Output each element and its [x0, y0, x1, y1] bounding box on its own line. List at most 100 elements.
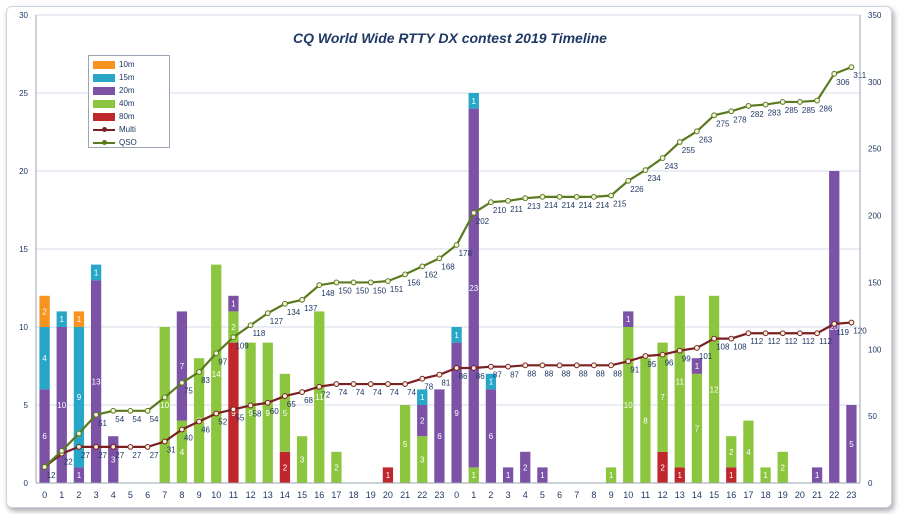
bar-value-label: 11: [676, 378, 685, 387]
point-QSO: [676, 139, 683, 145]
point-QSO: [488, 199, 494, 206]
point-label-QSO: 282: [750, 110, 764, 119]
point-Multi: [316, 383, 323, 390]
point-label-Multi: 52: [218, 417, 227, 426]
point-label-QSO: 214: [562, 201, 576, 210]
bar-value-label: 13: [92, 378, 101, 387]
bar-15m-segment: [39, 327, 50, 390]
point-Multi: [333, 381, 340, 387]
bar-20m-segment: [39, 389, 50, 483]
point-label-QSO: 150: [373, 286, 387, 295]
point-label-QSO: 285: [802, 106, 816, 115]
point-label-Multi: 87: [510, 371, 519, 380]
point-QSO: [659, 155, 666, 161]
legend-swatch: [93, 126, 115, 134]
point-label-Multi: 31: [167, 446, 176, 455]
point-QSO: [93, 411, 99, 418]
x-tick-label: 3: [94, 490, 99, 500]
bar-value-label: 1: [77, 471, 82, 480]
point-label-QSO: 137: [304, 304, 318, 313]
point-label-QSO: 202: [476, 217, 490, 226]
x-tick-label: 4: [523, 490, 528, 500]
bar-80m-segment: [279, 451, 291, 483]
x-tick-label: 22: [829, 490, 839, 500]
point-label-QSO: 263: [699, 135, 713, 144]
point-Multi: [247, 402, 254, 409]
point-label-QSO: 214: [544, 201, 558, 210]
point-label-QSO: 285: [785, 106, 799, 115]
point-label-QSO: 213: [527, 202, 541, 211]
point-label-Multi: 46: [201, 425, 210, 434]
point-Multi: [659, 351, 666, 358]
bar-40m-segment: [605, 467, 617, 483]
bar-40m-segment: [708, 295, 720, 483]
bar-value-label: 1: [454, 331, 459, 340]
chart-title: CQ World Wide RTTY DX contest 2019 Timel…: [293, 30, 607, 46]
y-right-tick-label: 0: [868, 479, 873, 488]
bar-15m-segment: [56, 311, 67, 327]
point-Multi: [814, 330, 820, 337]
point-Multi: [350, 381, 357, 387]
bar-20m-segment: [537, 467, 548, 483]
bar-value-label: 3: [300, 456, 305, 465]
point-QSO: [539, 193, 546, 200]
point-label-QSO: 215: [613, 200, 627, 209]
x-tick-label: 13: [263, 490, 273, 500]
bar-20m-segment: [90, 280, 102, 483]
point-Multi: [453, 365, 460, 371]
bar-value-label: 2: [42, 307, 47, 316]
bar-value-label: 4: [180, 448, 185, 457]
point-label-Multi: 78: [424, 383, 433, 392]
point-QSO: [58, 448, 65, 454]
legend-item: 80m: [93, 110, 165, 123]
point-label-Multi: 112: [768, 337, 781, 346]
point-QSO: [127, 407, 134, 414]
point-label-Multi: 88: [596, 369, 605, 378]
point-QSO: [608, 192, 614, 199]
point-Multi: [779, 330, 786, 337]
point-label-Multi: 81: [441, 379, 450, 388]
point-Multi: [488, 363, 494, 370]
bar-20m-segment: [451, 342, 462, 483]
point-label-Multi: 68: [304, 396, 313, 405]
point-QSO: [367, 279, 374, 286]
point-label-QSO: 51: [98, 419, 107, 428]
point-QSO: [436, 255, 443, 262]
point-label-Multi: 88: [613, 369, 622, 378]
point-Multi: [642, 353, 649, 359]
bar-value-label: 1: [678, 471, 683, 480]
x-tick-label: 23: [434, 490, 444, 500]
bar-20m-segment: [176, 311, 188, 421]
bar-10m-segment: [73, 311, 85, 327]
bar-80m-segment: [657, 451, 668, 483]
point-QSO: [230, 334, 237, 341]
legend-item: 10m: [93, 58, 165, 71]
point-label-Multi: 27: [150, 451, 159, 460]
point-Multi: [556, 362, 563, 369]
point-Multi: [676, 347, 683, 354]
point-label-QSO: 275: [716, 119, 730, 128]
point-label-QSO: 118: [253, 329, 266, 338]
point-Multi: [625, 358, 632, 365]
point-label-Multi: 74: [407, 388, 416, 397]
x-tick-label: 7: [574, 490, 579, 500]
bar-value-label: 7: [660, 393, 665, 402]
bar-value-label: 3: [111, 456, 116, 465]
point-Multi: [522, 362, 529, 369]
legend-item: 20m: [93, 84, 165, 97]
bar-value-label: 1: [695, 362, 700, 371]
x-tick-label: 8: [179, 490, 184, 500]
point-label-QSO: 226: [630, 185, 644, 194]
point-label-Multi: 58: [253, 409, 262, 418]
point-Multi: [93, 443, 99, 450]
point-label-QSO: 54: [115, 415, 124, 424]
bar-20m-segment: [417, 405, 428, 437]
point-label-QSO: 278: [733, 115, 747, 124]
x-tick-label: 19: [366, 490, 376, 500]
bar-20m-segment: [108, 436, 119, 483]
point-label-Multi: 60: [270, 407, 279, 416]
bar-value-label: 6: [489, 432, 494, 441]
x-tick-label: 2: [488, 490, 493, 500]
bar-value-label: 9: [266, 409, 271, 418]
